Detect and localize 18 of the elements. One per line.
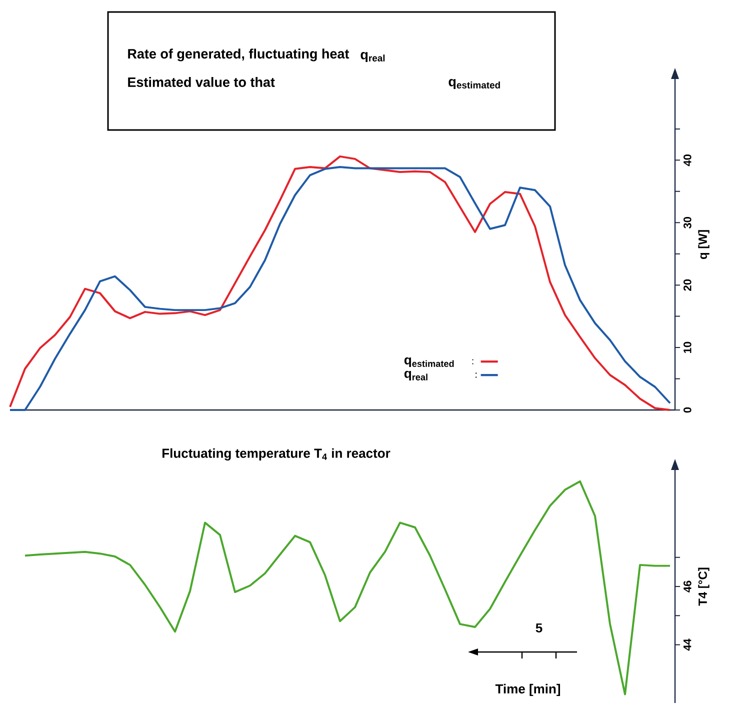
y-tick-label: 40 bbox=[684, 154, 692, 166]
annotation: 5 bbox=[536, 623, 542, 633]
legend-label: $\mathbf{q}_{\mathbf{real}}\qquad\quad\ :$ bbox=[404, 370, 477, 381]
text: Rate of generated, fluctuating heat bbox=[128, 48, 350, 62]
y-tick-label: 30 bbox=[684, 216, 692, 228]
annotation: $\mathbf{q}_{\mathbf{estimated}}$ bbox=[448, 78, 500, 90]
chart-title: Fluctuating temperature T$_{4}$ in reactor bbox=[162, 448, 390, 460]
y-axis-title: T4 [°C] bbox=[698, 568, 710, 606]
y-tick-label: 0 bbox=[684, 407, 692, 413]
y-tick-label: 44 bbox=[684, 638, 692, 651]
y-tick-label: 46 bbox=[684, 580, 692, 592]
y-tick-label: 10 bbox=[684, 342, 692, 353]
y-axis-title: q [W] bbox=[698, 230, 710, 259]
text: $\mathbf{q}_{\mathbf{real}}$ bbox=[360, 52, 385, 62]
annotation: Estimated value to that bbox=[128, 77, 275, 87]
x-axis-title: Time [min] bbox=[495, 684, 560, 696]
legend-label: $\mathbf{q}_{\mathbf{estimated}}\quad :$ bbox=[404, 357, 474, 368]
y-tick-label: 20 bbox=[684, 279, 692, 291]
